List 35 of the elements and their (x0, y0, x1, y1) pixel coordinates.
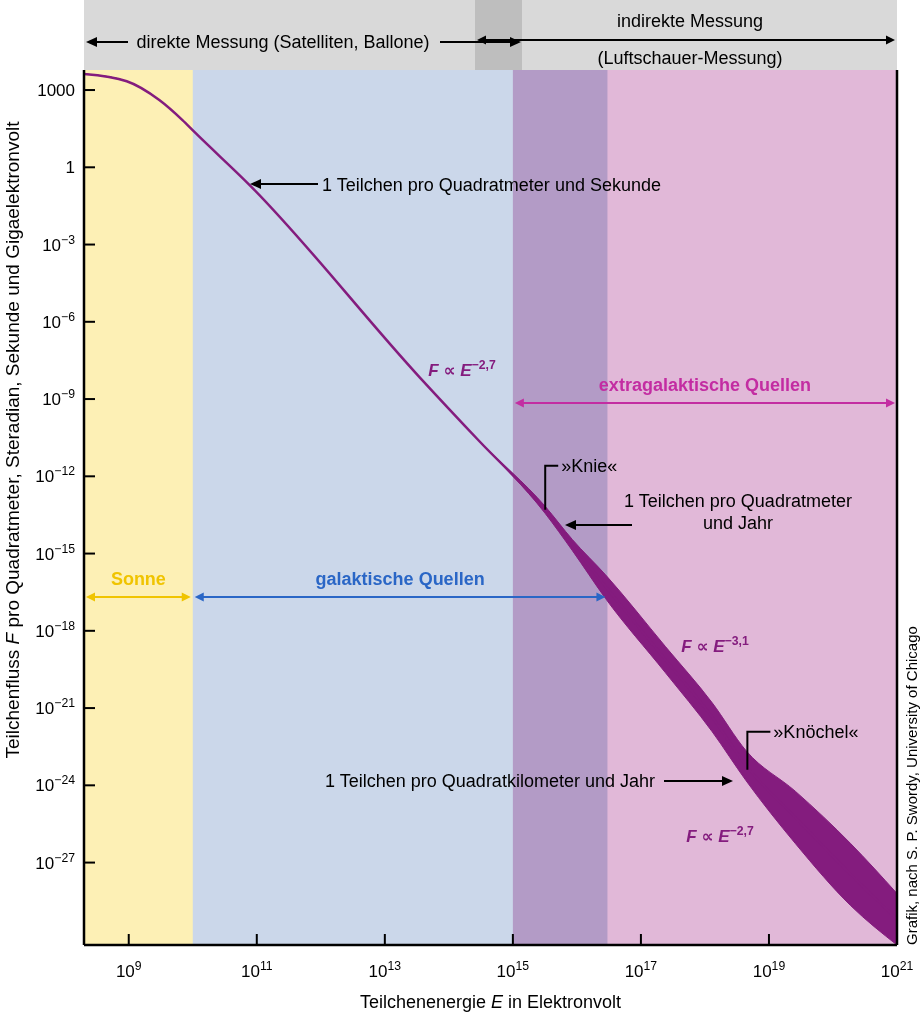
annotation: F ∝ E$^{−2,7}$ (428, 358, 496, 380)
text: (Luftschauer-Messung) (597, 48, 783, 68)
y-tick-label: 10$^{−12}$ (35, 464, 76, 487)
x-tick-label: 10$^{21}$ (880, 959, 914, 981)
annotation: »Knöchel« (773, 721, 859, 742)
text: direkte Messung (Satelliten, Ballone) (136, 32, 430, 52)
x-tick-label: 10$^{9}$ (115, 959, 142, 981)
y-tick-label: 10$^{−3}$ (42, 232, 76, 255)
annotation: 1 Teilchen pro Quadratkilometer und Jahr (325, 771, 656, 791)
y-tick-label: 10$^{−24}$ (35, 773, 76, 796)
y-tick-label: 10$^{−27}$ (35, 850, 76, 873)
band-label: extragalaktische Quellen (598, 375, 811, 395)
y-axis-title: Teilchenfluss F pro Quadratmeter, Steradian, Sekunde und Gigaelektronvolt (2, 120, 23, 759)
x-tick-label: 10$^{19}$ (752, 959, 786, 981)
annotation: F ∝ E$^{−2,7}$ (686, 824, 754, 846)
y-tick-label: 1000 (37, 81, 75, 101)
y-tick-label: 1 (65, 158, 75, 178)
x-tick-label: 10$^{15}$ (496, 959, 530, 981)
text: Grafik, nach S. P. Swordy, University of Chicago (903, 626, 920, 945)
text: indirekte Messung (616, 11, 764, 31)
annotation: F ∝ E$^{−3,1}$ (681, 634, 749, 656)
y-tick-label: 10$^{−6}$ (42, 309, 76, 332)
x-axis-title: Teilchenenergie E in Elektronvolt (359, 992, 622, 1012)
y-tick-label: 10$^{−15}$ (35, 541, 76, 564)
annotation: 1 Teilchen pro Quadratmeter und Jahr (624, 491, 852, 533)
band-label: galaktische Quellen (315, 569, 485, 589)
y-tick-label: 10$^{−18}$ (35, 618, 76, 641)
annotation: »Knie« (561, 455, 618, 476)
y-tick-label: 10$^{−9}$ (42, 387, 76, 410)
x-tick-label: 10$^{11}$ (240, 959, 273, 981)
x-tick-label: 10$^{13}$ (368, 959, 402, 981)
y-tick-label: 10$^{−21}$ (35, 696, 76, 719)
x-tick-label: 10$^{17}$ (624, 959, 658, 981)
annotation: 1 Teilchen pro Quadratmeter und Sekunde (322, 175, 661, 195)
band-label: Sonne (110, 569, 166, 589)
